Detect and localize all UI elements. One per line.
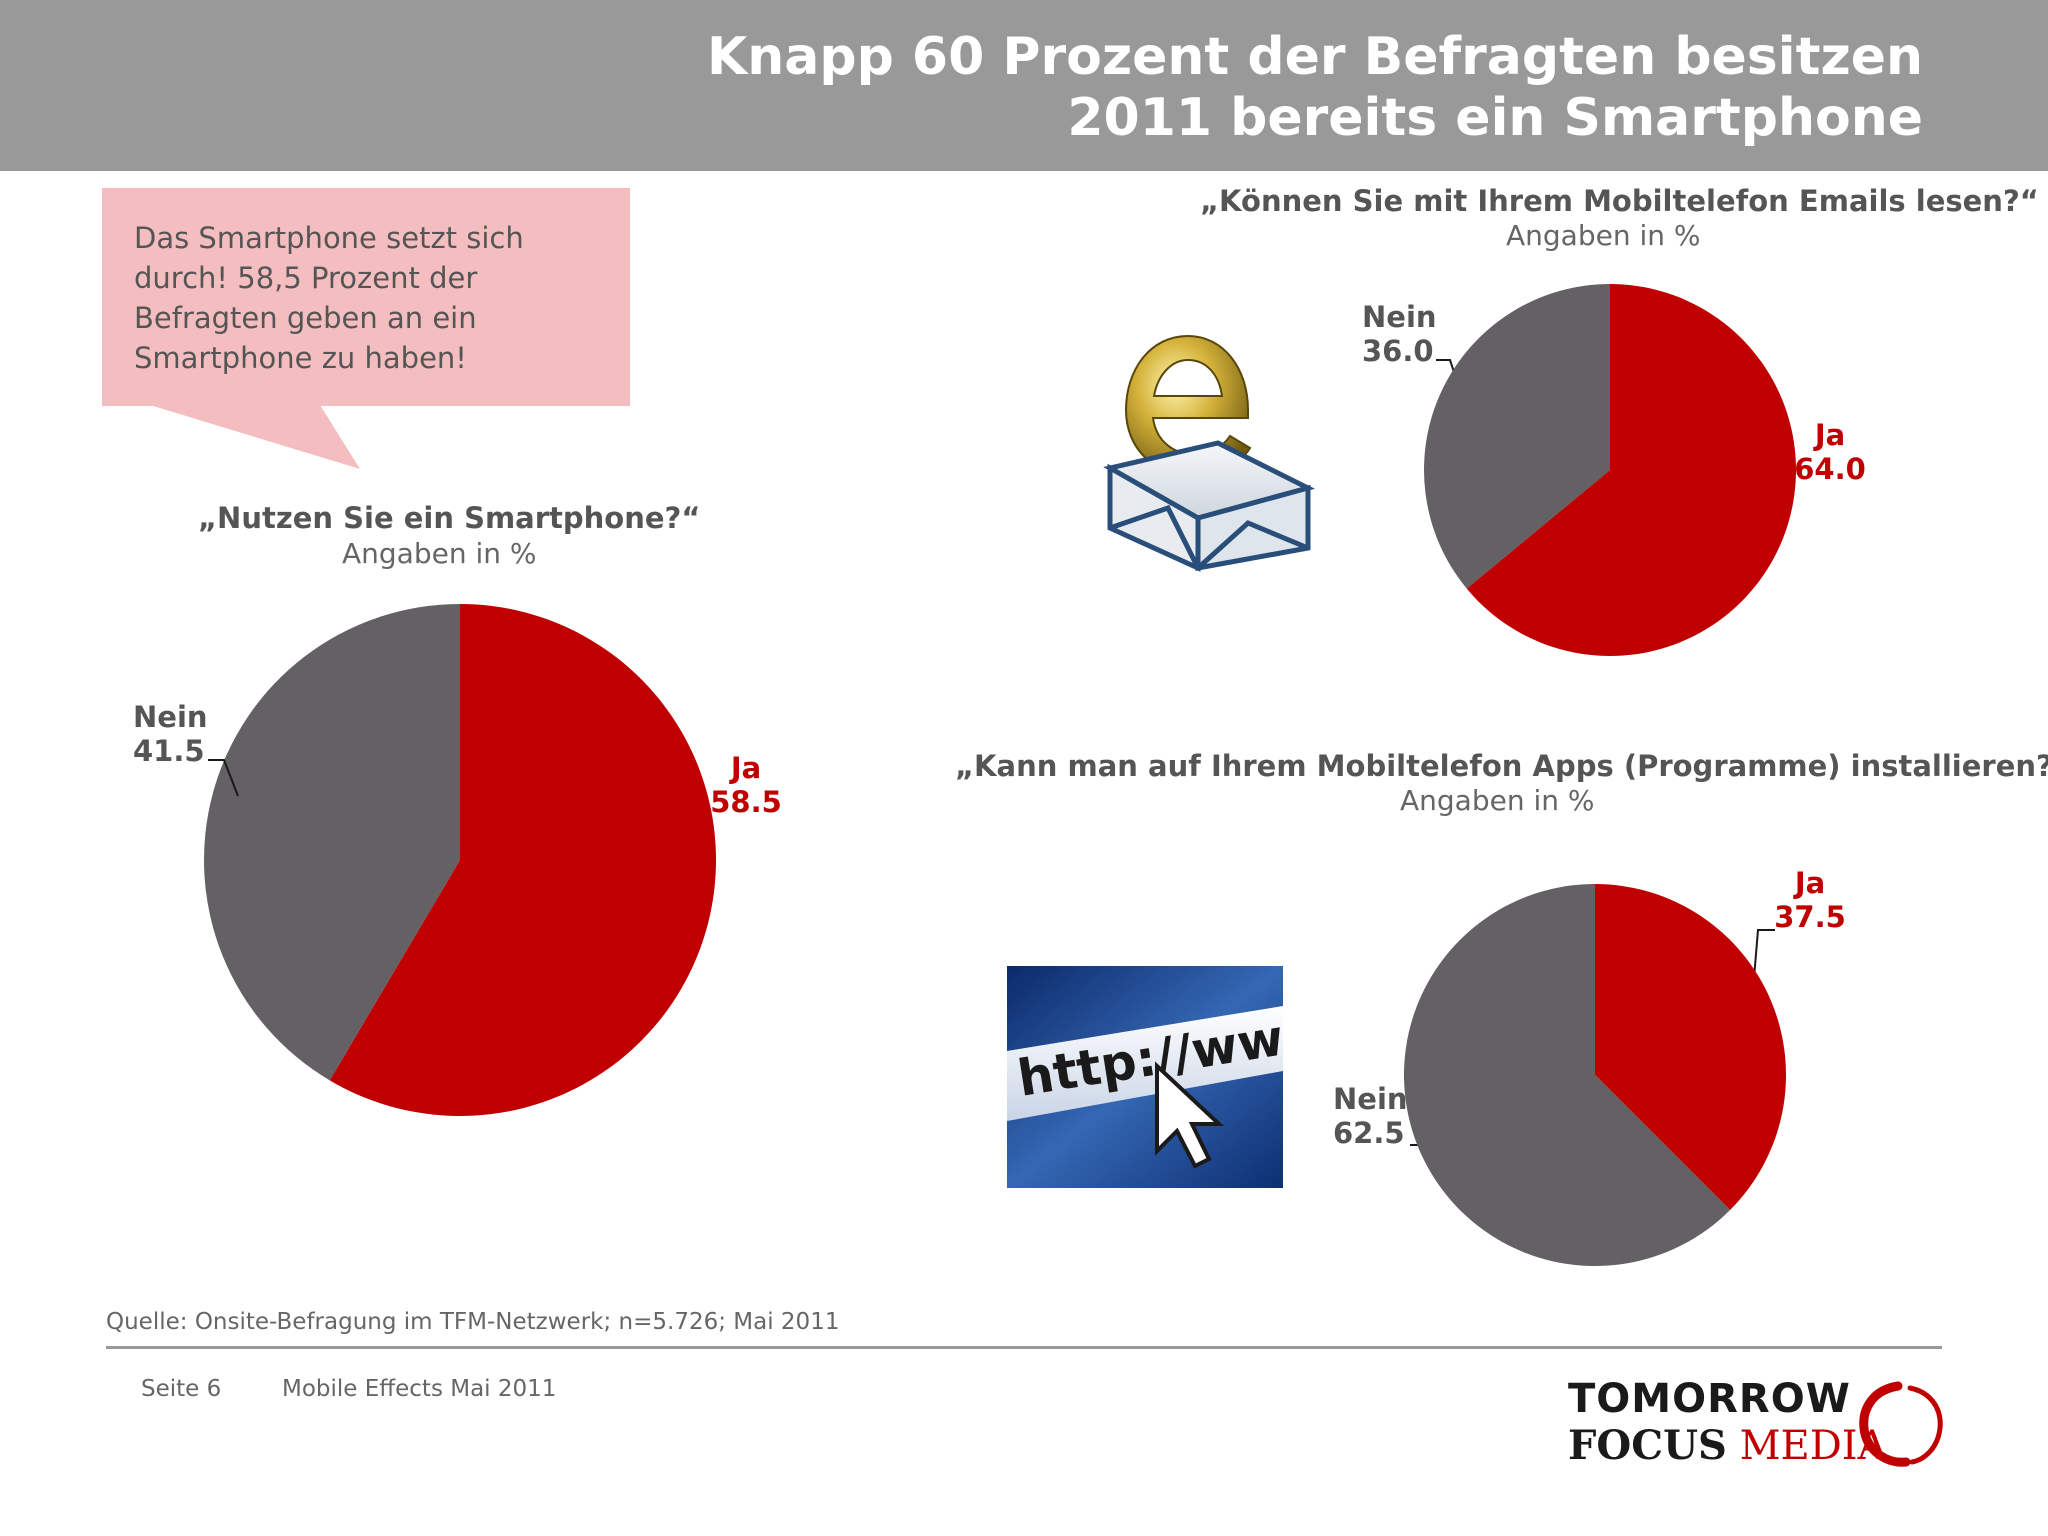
pie-label-emails-nein-value: 36.0 [1362,334,1434,368]
pie-label-smartphone-ja-value: 58.5 [710,785,782,819]
tomorrow-focus-media-logo: TOMORROW FOCUS MEDIA [1568,1374,1948,1474]
chart-apps-subtitle: Angaben in % [1400,784,1595,817]
chart-smartphone-title: „Nutzen Sie ein Smartphone?“ [198,501,701,535]
pie-chart-smartphone [204,604,716,1116]
pie-label-smartphone-nein-value: 41.5 [133,734,205,768]
logo-line-focus-media: FOCUS MEDIA [1568,1422,1887,1469]
pie-label-emails-ja-value: 64.0 [1794,452,1866,486]
pie-smartphone-slice-ja [329,604,716,1116]
title-banner: Knapp 60 Prozent der Befragten besitzen … [0,0,2048,171]
pie-emails-slice-ja [1466,284,1796,656]
pie-label-apps-nein-value: 62.5 [1333,1116,1405,1150]
pie-chart-apps [1404,884,1786,1266]
pie-label-smartphone-ja-text: Ja [730,751,762,785]
pie-chart-emails [1424,284,1796,656]
pie-label-apps-ja-value: 37.5 [1774,900,1846,934]
document-name: Mobile Effects Mai 2011 [282,1376,557,1402]
pie-label-emails-ja-text: Ja [1814,418,1846,452]
page-number: Seite 6 [141,1376,222,1402]
pie-label-emails-nein: Nein 36.0 [1362,300,1437,368]
pie-apps-slice-nein [1404,884,1731,1266]
pie-label-apps-nein-text: Nein [1333,1082,1408,1116]
pie-smartphone-slice-nein [204,604,460,1081]
chart-emails-title: „Können Sie mit Ihrem Mobiltelefon Email… [1200,184,2039,218]
pie-label-emails-nein-text: Nein [1362,300,1437,334]
footer-divider [106,1346,1942,1349]
source-note: Quelle: Onsite-Befragung im TFM-Netzwerk… [106,1309,840,1335]
pie-apps-slice-ja [1595,884,1786,1211]
page-title-line2: 2011 bereits ein Smartphone [1067,88,1923,148]
callout-box: Das Smartphone setzt sich durch! 58,5 Pr… [102,188,630,406]
callout-tail [150,405,360,469]
pie-label-smartphone-nein: Nein 41.5 [133,700,208,768]
pie-label-emails-ja: Ja 64.0 [1790,418,1870,486]
page-title-line1: Knapp 60 Prozent der Befragten besitzen [706,27,1923,87]
http-cursor-icon: http://www [1007,966,1283,1188]
pie-label-smartphone-nein-text: Nein [133,700,208,734]
chart-emails-subtitle: Angaben in % [1506,219,1701,252]
logo-focus: FOCUS [1568,1422,1727,1469]
pie-label-apps-ja: Ja 37.5 [1770,866,1850,934]
pie-label-apps-nein: Nein 62.5 [1333,1082,1408,1150]
logo-line-tomorrow: TOMORROW [1568,1376,1851,1422]
pie-label-smartphone-ja: Ja 58.5 [706,751,786,819]
pie-emails-slice-nein [1424,284,1610,589]
logo-ring-icon [1859,1381,1943,1467]
chart-apps-title: „Kann man auf Ihrem Mobiltelefon Apps (P… [955,749,2048,783]
email-icon [1103,334,1315,572]
pie-label-apps-ja-text: Ja [1794,866,1826,900]
chart-smartphone-subtitle: Angaben in % [342,537,537,570]
